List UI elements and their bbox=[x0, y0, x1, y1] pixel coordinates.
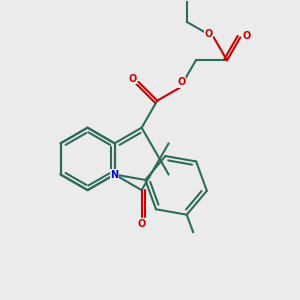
Text: O: O bbox=[204, 29, 212, 39]
Text: O: O bbox=[178, 77, 186, 87]
Text: N: N bbox=[110, 169, 119, 179]
Text: O: O bbox=[137, 219, 146, 229]
Text: O: O bbox=[128, 74, 137, 84]
Text: O: O bbox=[242, 31, 250, 41]
